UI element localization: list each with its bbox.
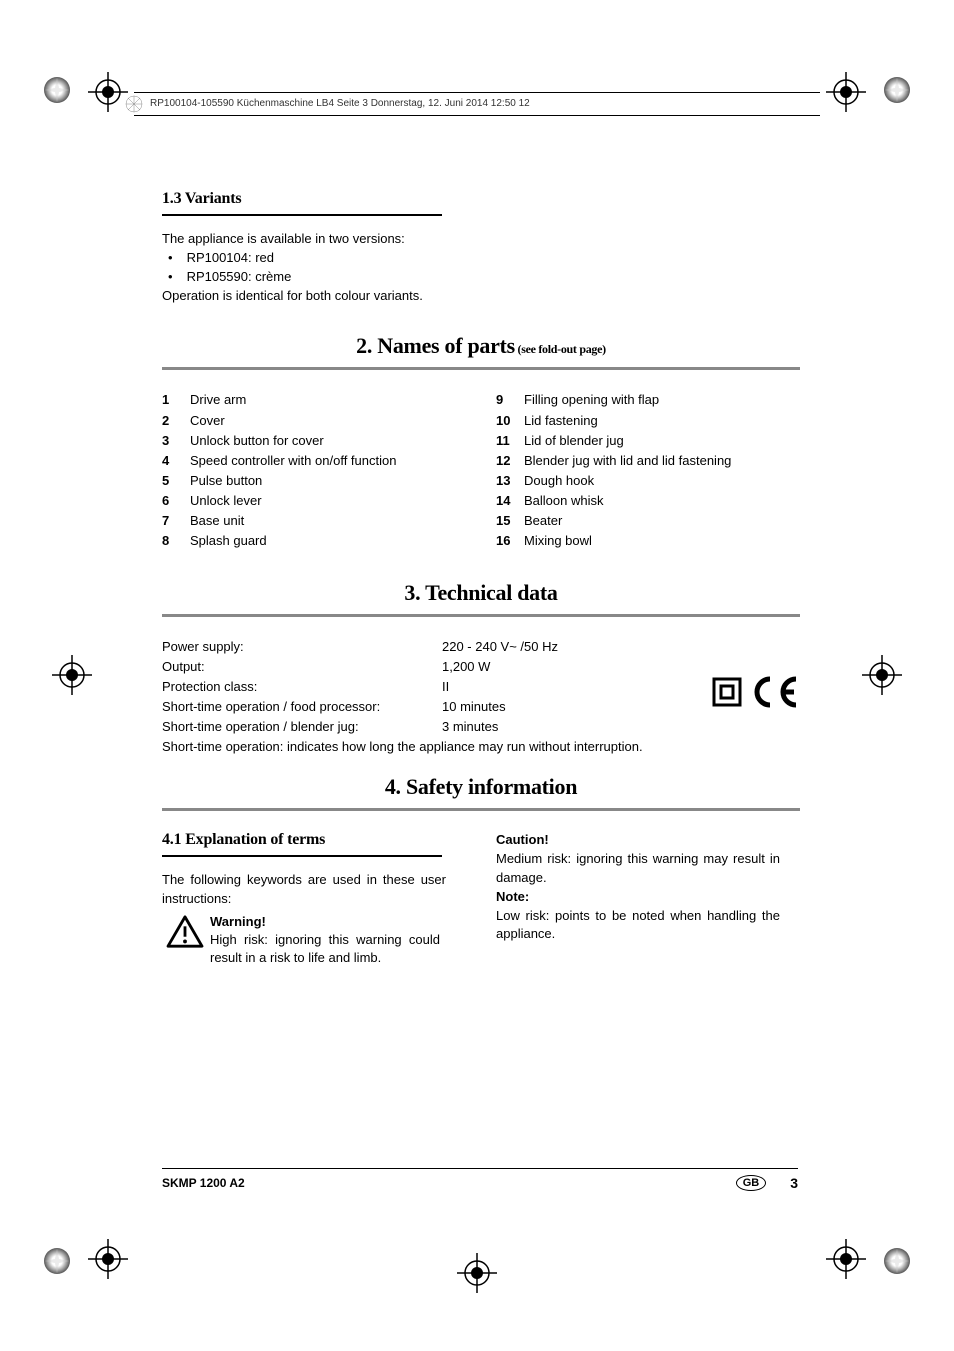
parts-item: 8Splash guard	[162, 531, 466, 551]
parts-item: 6Unlock lever	[162, 491, 466, 511]
page-footer: SKMP 1200 A2 GB 3	[162, 1168, 798, 1191]
tech-row: Protection class:II	[162, 677, 800, 697]
registration-mark-mb	[457, 1253, 497, 1293]
parts-list-left: 1Drive arm2Cover3Unlock button for cover…	[162, 390, 466, 551]
section-underline	[162, 808, 800, 811]
tech-row: Power supply:220 - 240 V~ /50 Hz	[162, 637, 800, 657]
parts-item: 14Balloon whisk	[496, 491, 800, 511]
title-underline	[162, 214, 442, 216]
warning-text-block: Warning! High risk: ignoring this warnin…	[210, 913, 440, 968]
page-number: 3	[790, 1175, 798, 1191]
print-corner-bl	[42, 1246, 72, 1276]
note-label: Note:	[496, 889, 529, 904]
technical-note: Short-time operation: indicates how long…	[162, 739, 800, 754]
section-underline	[162, 614, 800, 617]
variant-item: RP105590: crème	[162, 268, 800, 287]
parts-item: 5Pulse button	[162, 471, 466, 491]
explanation-intro: The following keywords are used in these…	[162, 871, 446, 909]
section-4-1-title: 4.1 Explanation of terms	[162, 831, 466, 849]
footer-model: SKMP 1200 A2	[162, 1176, 245, 1190]
class-ii-icon	[712, 677, 742, 707]
parts-item: 16Mixing bowl	[496, 531, 800, 551]
technical-data-table: Power supply:220 - 240 V~ /50 HzOutput:1…	[162, 637, 800, 738]
registration-mark-ml	[52, 655, 92, 695]
parts-item: 12Blender jug with lid and lid fastening	[496, 451, 800, 471]
variant-item: RP100104: red	[162, 249, 800, 268]
section-1-3-title: 1.3 Variants	[162, 190, 800, 208]
parts-item: 7Base unit	[162, 511, 466, 531]
registration-mark-bl	[88, 1239, 128, 1279]
parts-item: 3Unlock button for cover	[162, 431, 466, 451]
parts-item: 15Beater	[496, 511, 800, 531]
caution-block: Caution! Medium risk: ignoring this warn…	[496, 831, 780, 944]
warning-triangle-icon	[166, 915, 204, 949]
registration-mark-br	[826, 1239, 866, 1279]
parts-list-right: 9Filling opening with flap10Lid fastenin…	[496, 390, 800, 551]
parts-item: 10Lid fastening	[496, 411, 800, 431]
registration-mark-tr	[826, 72, 866, 112]
region-badge: GB	[736, 1175, 767, 1191]
caution-body: Medium risk: ignoring this warning may r…	[496, 850, 780, 888]
certification-marks	[712, 675, 800, 709]
section-underline	[162, 367, 800, 370]
caution-label: Caution!	[496, 832, 549, 847]
page-header: RP100104-105590 Küchenmaschine LB4 Seite…	[134, 92, 820, 116]
print-corner-tr	[882, 75, 912, 105]
registration-mark-mr	[862, 655, 902, 695]
header-text: RP100104-105590 Küchenmaschine LB4 Seite…	[150, 93, 530, 115]
note-body: Low risk: points to be noted when handli…	[496, 907, 780, 945]
variants-list: RP100104: red RP105590: crème	[162, 249, 800, 287]
title-underline	[162, 855, 442, 857]
parts-item: 4Speed controller with on/off function	[162, 451, 466, 471]
header-radial-icon	[124, 94, 144, 114]
variants-outro: Operation is identical for both colour v…	[162, 287, 446, 306]
warning-body: High risk: ignoring this warning could r…	[210, 932, 440, 965]
parts-item: 11Lid of blender jug	[496, 431, 800, 451]
tech-row: Output:1,200 W	[162, 657, 800, 677]
warning-label: Warning!	[210, 914, 266, 929]
parts-item: 9Filling opening with flap	[496, 390, 800, 410]
tech-row: Short-time operation / food processor:10…	[162, 697, 800, 717]
parts-columns: 1Drive arm2Cover3Unlock button for cover…	[162, 390, 800, 551]
section-4-title: 4. Safety information	[162, 774, 800, 800]
print-corner-br	[882, 1246, 912, 1276]
registration-mark-tl	[88, 72, 128, 112]
ce-mark-icon	[750, 675, 800, 709]
print-corner-tl	[42, 75, 72, 105]
section-3-title: 3. Technical data	[162, 580, 800, 606]
parts-item: 2Cover	[162, 411, 466, 431]
variants-intro: The appliance is available in two versio…	[162, 230, 446, 249]
parts-item: 1Drive arm	[162, 390, 466, 410]
tech-row: Short-time operation / blender jug:3 min…	[162, 717, 800, 737]
parts-item: 13Dough hook	[496, 471, 800, 491]
section-2-title: 2. Names of parts (see fold-out page)	[162, 333, 800, 359]
